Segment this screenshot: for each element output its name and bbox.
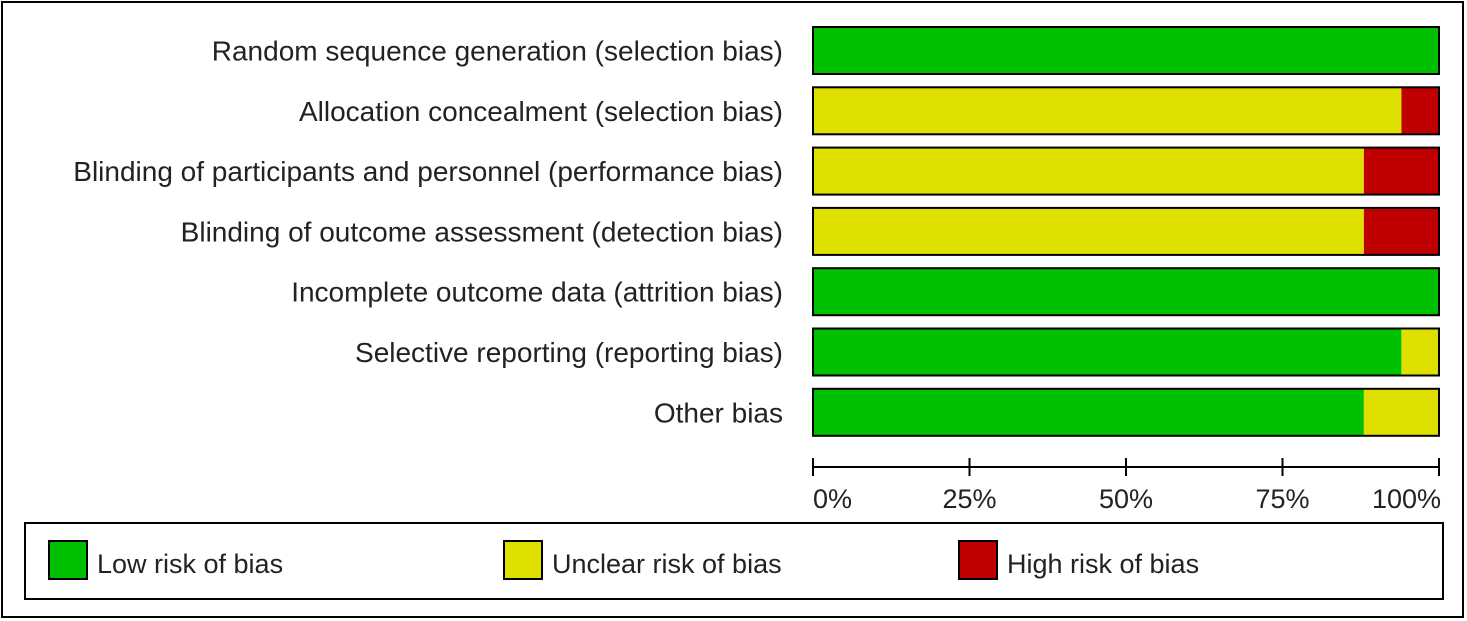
x-tick-label: 25%: [942, 484, 996, 514]
bar-outline: [812, 86, 1440, 136]
bar-outline: [812, 26, 1440, 75]
bar-segment-high: [1401, 87, 1439, 135]
x-tick-label: 75%: [1255, 484, 1309, 514]
x-tick-label: 0%: [813, 484, 852, 514]
bar-segment-unclear: [813, 207, 1364, 255]
bar-segment-low: [813, 268, 1439, 316]
bar-segment-unclear: [1363, 388, 1439, 436]
category-label: Allocation concealment (selection bias): [299, 96, 783, 127]
legend-swatch: [48, 540, 88, 580]
x-tick-label: 100%: [1372, 484, 1441, 514]
category-label: Blinding of participants and personnel (…: [73, 156, 783, 187]
legend-swatch: [958, 540, 998, 580]
bar-segment-high: [1363, 147, 1439, 195]
bar-segment-low: [813, 328, 1402, 376]
bar-outline: [812, 267, 1440, 317]
category-label: Other bias: [654, 397, 783, 428]
legend-swatch: [503, 540, 543, 580]
x-axis: 0% 25% 50% 75% 100%: [812, 458, 1441, 514]
category-label: Incomplete outcome data (attrition bias): [291, 277, 783, 308]
legend-label: Low risk of bias: [97, 549, 283, 579]
bar-segment-high: [1363, 207, 1439, 255]
category-label: Random sequence generation (selection bi…: [212, 36, 783, 67]
bar-segment-low: [813, 27, 1439, 74]
bar-outline: [812, 146, 1440, 196]
bar-segment-low: [813, 388, 1364, 436]
category-label: Blinding of outcome assessment (detectio…: [181, 216, 783, 247]
bars: [812, 26, 1440, 437]
bar-outline: [812, 206, 1440, 256]
legend: Low risk of bias Unclear risk of bias High…: [48, 540, 1199, 580]
x-tick-label: 50%: [1099, 484, 1153, 514]
bar-segment-unclear: [813, 87, 1402, 135]
category-labels: Random sequence generation (selection bi…: [73, 36, 783, 429]
bar-segment-unclear: [813, 147, 1364, 195]
category-label: Selective reporting (reporting bias): [355, 337, 783, 368]
bar-outline: [812, 327, 1440, 377]
legend-label: High risk of bias: [1007, 549, 1199, 579]
bar-segment-unclear: [1401, 328, 1439, 376]
legend-box: [24, 522, 1444, 600]
bar-outline: [812, 387, 1440, 437]
legend-label: Unclear risk of bias: [552, 549, 782, 579]
